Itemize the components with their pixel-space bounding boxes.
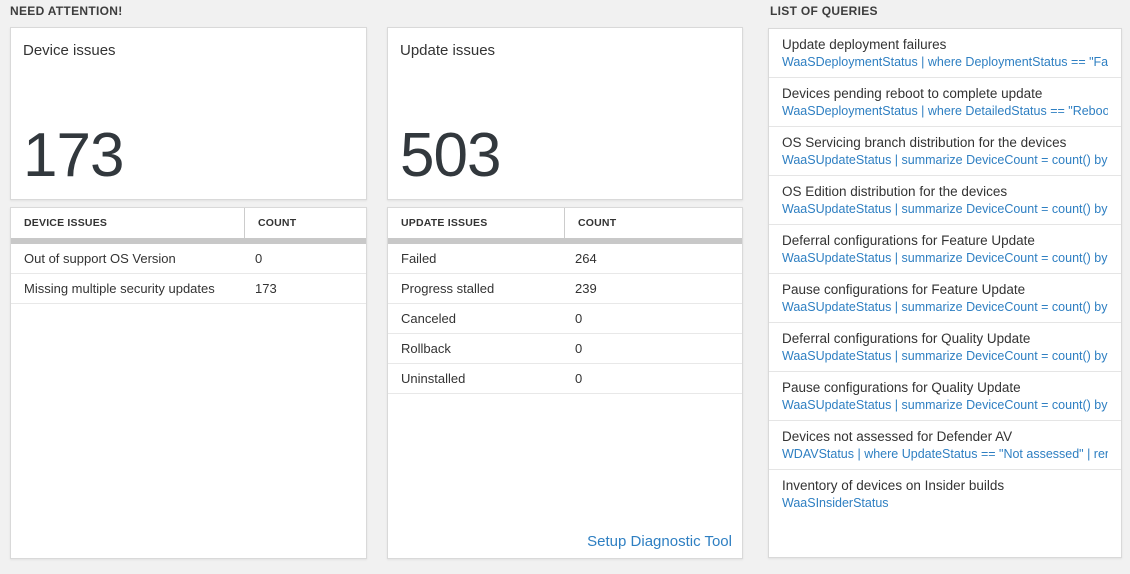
need-attention-section-label: NEED ATTENTION! (10, 4, 123, 18)
query-text: WaaSUpdateStatus | summarize DeviceCount… (782, 349, 1108, 363)
issue-count: 239 (575, 281, 597, 296)
update-issues-total: 503 (400, 121, 501, 190)
horizontal-scrollbar-track[interactable] (11, 238, 366, 244)
query-list-item[interactable]: Devices pending reboot to complete updat… (769, 78, 1121, 127)
query-text: WaaSDeploymentStatus | where DeploymentS… (782, 55, 1108, 69)
table-row[interactable]: Canceled 0 (388, 304, 742, 334)
query-list-item[interactable]: Pause configurations for Feature Update … (769, 274, 1121, 323)
queries-panel: Update deployment failures WaaSDeploymen… (768, 28, 1122, 558)
query-text: WaaSUpdateStatus | summarize DeviceCount… (782, 251, 1108, 265)
query-list-item[interactable]: OS Edition distribution for the devices … (769, 176, 1121, 225)
issue-label: Uninstalled (401, 371, 466, 386)
query-list-item[interactable]: Inventory of devices on Insider builds W… (769, 470, 1121, 518)
query-list-item[interactable]: Deferral configurations for Feature Upda… (769, 225, 1121, 274)
list-of-queries-section-label: LIST OF QUERIES (770, 4, 878, 18)
device-issues-table: DEVICE ISSUES COUNT Out of support OS Ve… (10, 207, 367, 559)
device-issues-column-header: DEVICE ISSUES (11, 208, 245, 238)
update-issues-table: UPDATE ISSUES COUNT Failed 264 Progress … (387, 207, 743, 559)
update-issues-card[interactable]: Update issues 503 (387, 27, 743, 200)
query-title: OS Edition distribution for the devices (782, 184, 1008, 199)
table-row[interactable]: Rollback 0 (388, 334, 742, 364)
update-issues-table-header: UPDATE ISSUES COUNT (388, 208, 742, 238)
query-title: Devices not assessed for Defender AV (782, 429, 1013, 444)
issue-count: 264 (575, 251, 597, 266)
issue-label: Rollback (401, 341, 451, 356)
issue-count: 0 (575, 371, 583, 386)
issue-count: 173 (255, 281, 277, 296)
query-list-item[interactable]: Devices not assessed for Defender AV WDA… (769, 421, 1121, 470)
device-issues-total: 173 (23, 121, 124, 190)
query-text: WaaSUpdateStatus | summarize DeviceCount… (782, 202, 1108, 216)
query-title: Pause configurations for Quality Update (782, 380, 1021, 395)
query-title: Devices pending reboot to complete updat… (782, 86, 1043, 101)
issue-count: 0 (575, 311, 583, 326)
count-column-header: COUNT (578, 217, 617, 229)
query-list-item[interactable]: OS Servicing branch distribution for the… (769, 127, 1121, 176)
query-text: WaaSUpdateStatus | summarize DeviceCount… (782, 398, 1108, 412)
issue-count: 0 (255, 251, 263, 266)
issue-label: Progress stalled (401, 281, 495, 296)
table-row[interactable]: Progress stalled 239 (388, 274, 742, 304)
issue-label: Missing multiple security updates (24, 281, 215, 296)
setup-diagnostic-tool-link[interactable]: Setup Diagnostic Tool (587, 533, 732, 550)
query-title: Update deployment failures (782, 37, 947, 52)
device-issues-card[interactable]: Device issues 173 (10, 27, 367, 200)
horizontal-scrollbar-track[interactable] (388, 238, 742, 244)
query-text: WaaSInsiderStatus (782, 496, 889, 510)
device-issues-card-title: Device issues (23, 42, 116, 59)
query-title: Deferral configurations for Feature Upda… (782, 233, 1035, 248)
issue-count: 0 (575, 341, 583, 356)
query-title: Inventory of devices on Insider builds (782, 478, 1005, 493)
issue-label: Out of support OS Version (24, 251, 176, 266)
table-row[interactable]: Out of support OS Version 0 (11, 244, 366, 274)
query-text: WaaSUpdateStatus | summarize DeviceCount… (782, 153, 1108, 167)
update-issues-column-header: UPDATE ISSUES (388, 208, 565, 238)
device-issues-table-header: DEVICE ISSUES COUNT (11, 208, 366, 238)
query-title: OS Servicing branch distribution for the… (782, 135, 1067, 150)
query-text: WDAVStatus | where UpdateStatus == "Not … (782, 447, 1108, 461)
issue-label: Failed (401, 251, 437, 266)
count-column-header: COUNT (258, 217, 297, 229)
query-text: WaaSDeploymentStatus | where DetailedSta… (782, 104, 1108, 118)
query-list-item[interactable]: Pause configurations for Quality Update … (769, 372, 1121, 421)
query-text: WaaSUpdateStatus | summarize DeviceCount… (782, 300, 1108, 314)
table-row[interactable]: Uninstalled 0 (388, 364, 742, 394)
table-row[interactable]: Failed 264 (388, 244, 742, 274)
query-list-item[interactable]: Deferral configurations for Quality Upda… (769, 323, 1121, 372)
query-title: Pause configurations for Feature Update (782, 282, 1026, 297)
update-issues-card-title: Update issues (400, 42, 496, 59)
query-title: Deferral configurations for Quality Upda… (782, 331, 1031, 346)
query-list-item[interactable]: Update deployment failures WaaSDeploymen… (769, 29, 1121, 78)
issue-label: Canceled (401, 311, 456, 326)
table-row[interactable]: Missing multiple security updates 173 (11, 274, 366, 304)
